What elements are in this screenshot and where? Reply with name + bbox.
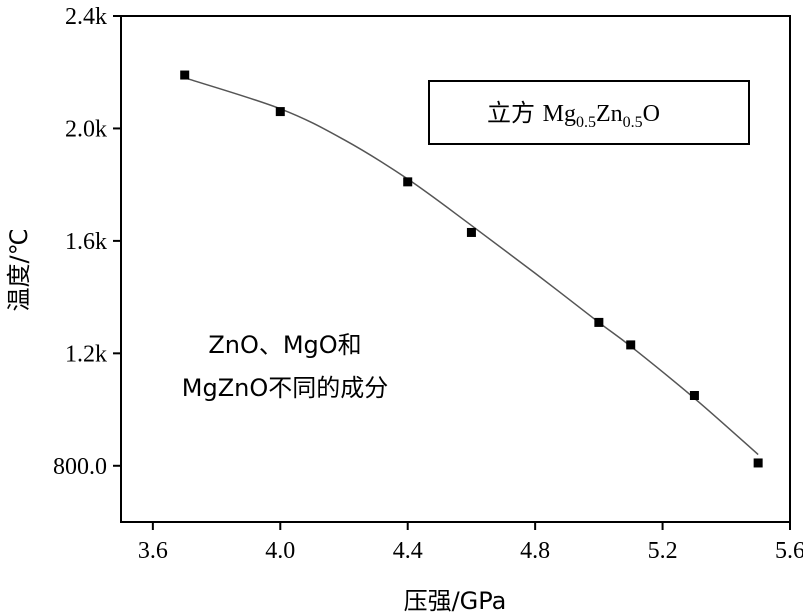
y-tick-label: 2.0k [65,116,107,142]
legend: 立方 Mg0.5Zn0.5O [428,80,750,145]
data-point [594,317,604,327]
legend-label: 立方 Mg0.5Zn0.5O [487,99,660,131]
x-tick-label: 5.2 [648,538,678,564]
y-axis-ticks: 2.4k 2.0k 1.6k 1.2k 800.0 [53,4,121,480]
y-tick-label: 1.6k [65,229,107,255]
data-point [275,107,285,117]
x-tick-label: 5.6 [775,538,803,564]
annotation-line2: MgZnO不同的成分 [182,374,388,402]
legend-mg: Mg [543,101,576,127]
legend-sub2: 0.5 [623,114,643,131]
annotation-line1: ZnO、MgO和 [208,331,361,359]
data-point [689,391,699,400]
fit-curve-line [184,77,759,456]
data-point [626,340,636,350]
y-tick-label: 800.0 [53,454,107,480]
x-axis-title: 压强/GPa [404,587,507,615]
plot-frame [120,15,791,523]
data-point [180,70,190,80]
x-tick-label: 3.6 [138,538,168,564]
legend-zn: Zn [596,101,623,127]
x-tick-label: 4.4 [393,538,423,564]
data-point [403,177,413,187]
legend-box [428,80,750,145]
legend-sub1: 0.5 [576,114,596,131]
legend-prefix: 立方 [487,99,543,127]
y-tick-label: 2.4k [65,4,107,30]
data-point [466,227,476,237]
legend-o: O [643,101,660,127]
x-tick-label: 4.0 [265,538,295,564]
x-tick-label: 4.8 [520,538,550,564]
y-tick-label: 1.2k [65,341,107,367]
data-point [753,458,763,468]
data-points [180,70,763,468]
y-axis-title: 温度/℃ [5,228,33,311]
x-axis-ticks: 3.6 4.0 4.4 4.8 5.2 5.6 [138,522,803,564]
